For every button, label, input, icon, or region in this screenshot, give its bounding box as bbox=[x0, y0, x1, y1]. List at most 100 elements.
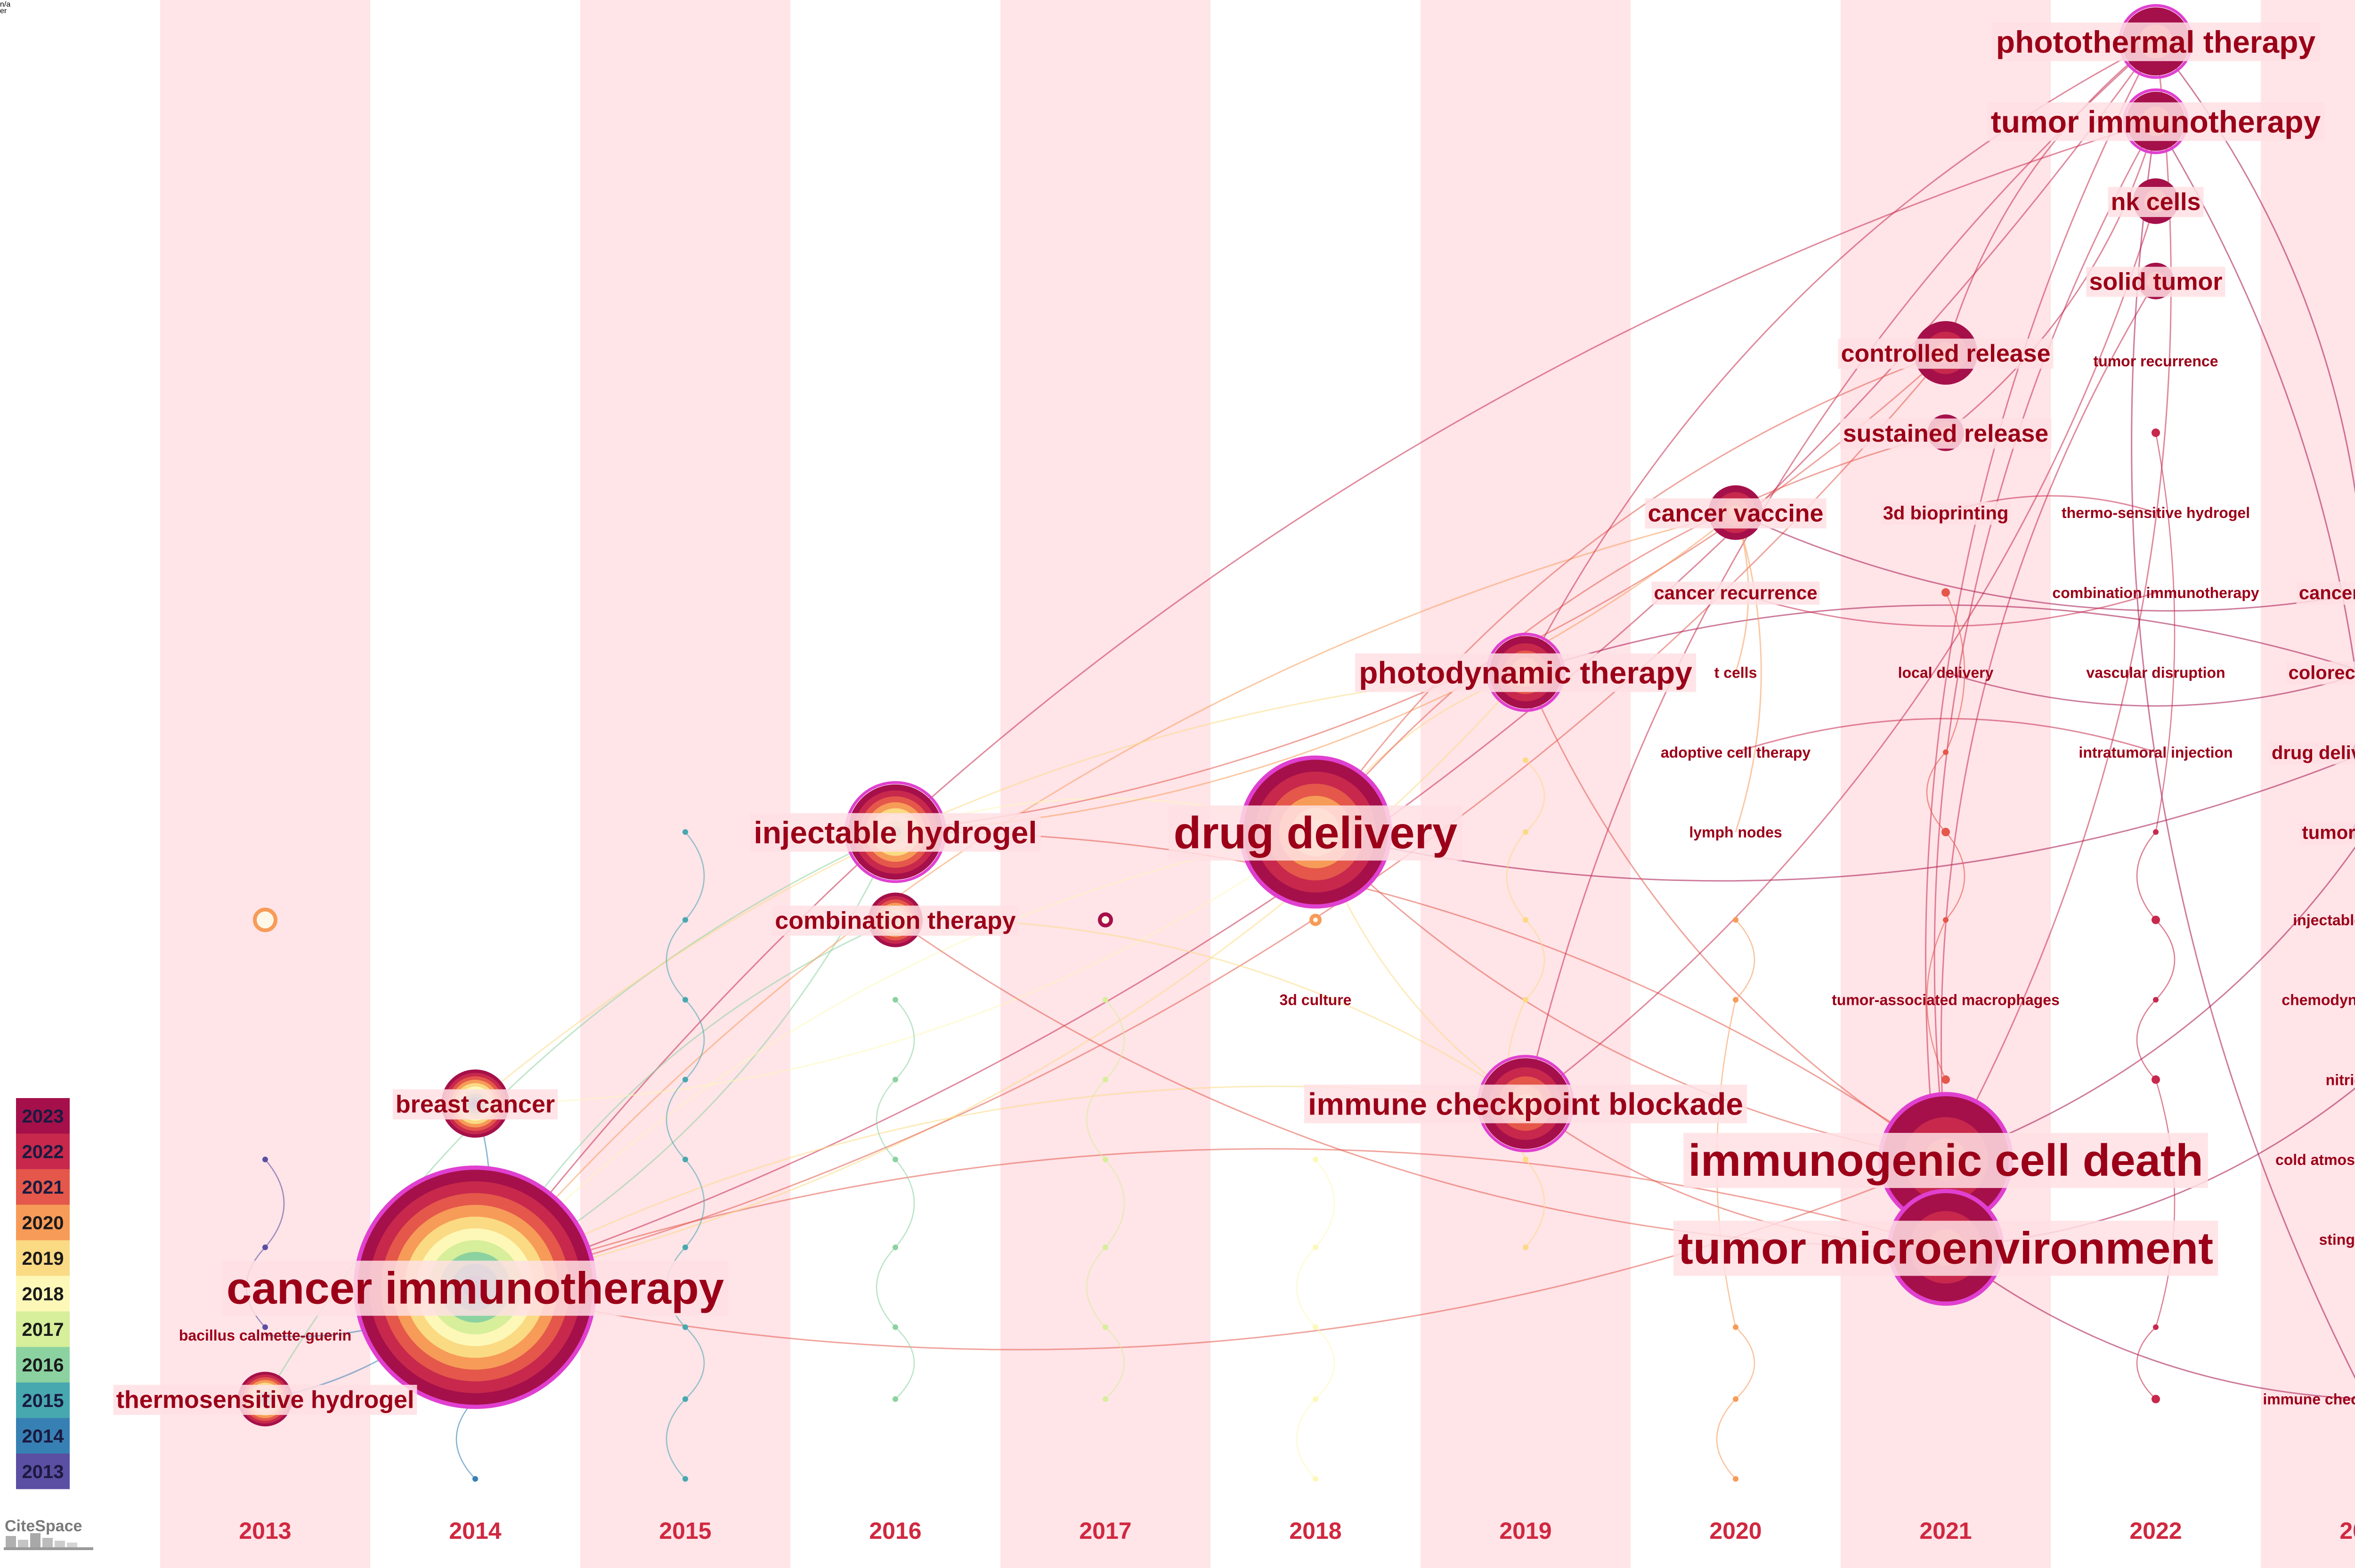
legend-year: 2019 bbox=[22, 1248, 64, 1269]
label-vascular-disruption[interactable]: vascular disruption bbox=[2086, 664, 2225, 681]
label-photodynamic-therapy[interactable]: photodynamic therapy bbox=[1355, 653, 1697, 692]
minor-link-2020-1 bbox=[1735, 919, 1755, 1001]
minor-link-2020-4 bbox=[1716, 1398, 1736, 1479]
label-tumor-associated-macrophages[interactable]: tumor-associated macrophages bbox=[1832, 992, 2060, 1009]
year-band-layer bbox=[160, 0, 2355, 1568]
keyword-label: tumor microenvironment bbox=[1678, 1223, 2213, 1274]
label-combination-therapy[interactable]: combination therapy bbox=[772, 905, 1019, 936]
link-local-delivery-colorectal-cancer bbox=[1945, 671, 2355, 707]
minor-node-2013-2[interactable] bbox=[262, 1324, 268, 1330]
label-solid-tumor[interactable]: solid tumor bbox=[2086, 267, 2225, 297]
label-immunogenic-cell-death[interactable]: immunogenic cell death bbox=[1683, 1132, 2208, 1188]
keyword-label: chemodynamic therapy bbox=[2282, 992, 2355, 1009]
keyword-label: tumor-associated macrophages bbox=[1832, 992, 2060, 1009]
minor-node-2022-6[interactable] bbox=[2152, 1395, 2160, 1404]
minor-link-2016-1 bbox=[895, 999, 915, 1080]
label-thermo-sensitive-hydrogel[interactable]: thermo-sensitive hydrogel bbox=[2062, 504, 2250, 521]
label-drug-delivery-system[interactable]: drug delivery system bbox=[2269, 741, 2355, 765]
keyword-label: cancer vaccine bbox=[1648, 500, 1824, 527]
minor-link-2022-1 bbox=[2155, 432, 2176, 832]
label-injectable-hydrogels[interactable]: injectable hydrogels bbox=[2293, 912, 2355, 929]
minor-link-2015-2 bbox=[666, 919, 686, 1001]
label-drug-delivery[interactable]: drug delivery bbox=[1169, 805, 1462, 861]
label-lymph-nodes[interactable]: lymph nodes bbox=[1689, 824, 1782, 841]
keyword-label: immune checkpoint inhibitor bbox=[2263, 1391, 2355, 1408]
label-immune-checkpoint-blockade[interactable]: immune checkpoint blockade bbox=[1304, 1084, 1747, 1123]
legend-year: 2013 bbox=[22, 1462, 64, 1482]
label-chemodynamic-therapy[interactable]: chemodynamic therapy bbox=[2282, 992, 2355, 1009]
minor-link-2015-4 bbox=[666, 1079, 686, 1160]
minor-node-2018-4[interactable] bbox=[1313, 1476, 1318, 1482]
minor-node-2021-4[interactable] bbox=[1941, 1075, 1950, 1084]
ring-node-0[interactable] bbox=[253, 907, 277, 932]
minor-link-2016-3 bbox=[895, 1159, 915, 1248]
label-combination-immunotherapy[interactable]: combination immunotherapy bbox=[2052, 584, 2259, 601]
minor-link-2015-1 bbox=[685, 832, 705, 921]
label-background bbox=[1169, 805, 1462, 861]
label-cancer-therapy[interactable]: cancer therapy bbox=[2296, 582, 2355, 605]
minor-link-2015-3 bbox=[685, 999, 705, 1080]
link-cancer-immunotherapy-photothermal-therapy bbox=[475, 41, 2157, 1288]
keyword-label: 3d culture bbox=[1280, 992, 1352, 1009]
year-band-2015 bbox=[580, 0, 790, 1568]
label-photothermal-therapy[interactable]: photothermal therapy bbox=[1992, 22, 2320, 61]
label-cold-atmospheric-plasma[interactable]: cold atmospheric plasma bbox=[2275, 1151, 2355, 1168]
year-label-2016: 2016 bbox=[869, 1518, 921, 1544]
label-immune-checkpoint-inhibitor[interactable]: immune checkpoint inhibitor bbox=[2263, 1391, 2355, 1408]
keyword-label: combination therapy bbox=[775, 907, 1015, 934]
minor-node-2015-8[interactable] bbox=[682, 1476, 688, 1482]
label-nk-cells[interactable]: nk cells bbox=[2108, 186, 2204, 217]
keyword-label: sting agonist bbox=[2319, 1231, 2355, 1248]
label-sting-agonist[interactable]: sting agonist bbox=[2319, 1231, 2355, 1248]
legend-swatch bbox=[16, 1276, 70, 1311]
minor-link-2021-4 bbox=[1926, 920, 1947, 1080]
label-3d-culture[interactable]: 3d culture bbox=[1280, 992, 1352, 1009]
label-tumor-immunotherapy[interactable]: tumor immunotherapy bbox=[1987, 102, 2325, 141]
keyword-label: cancer therapy bbox=[2299, 583, 2355, 604]
legend-item-2019: 2019 bbox=[16, 1240, 70, 1276]
label-tumor-microenvironment[interactable]: tumor microenvironment bbox=[1673, 1220, 2218, 1276]
minor-node-2016-5[interactable] bbox=[893, 1396, 898, 1402]
label-colorectal-cancer[interactable]: colorectal cancer bbox=[2286, 661, 2355, 685]
minor-node-2020-4[interactable] bbox=[1733, 1476, 1738, 1482]
minor-node-2019-5[interactable] bbox=[1523, 1244, 1528, 1250]
keyword-label: nk cells bbox=[2111, 188, 2201, 216]
keyword-labels: cancer immunotherapy breast cancer thermos… bbox=[113, 22, 2355, 1415]
label-breast-cancer[interactable]: breast cancer bbox=[392, 1089, 558, 1120]
year-label-2020: 2020 bbox=[1709, 1518, 1762, 1544]
label-thermosensitive-hydrogel[interactable]: thermosensitive hydrogel bbox=[113, 1384, 417, 1415]
minor-link-2020-3 bbox=[1735, 1326, 1755, 1400]
minor-link-2014-2 bbox=[455, 1398, 476, 1479]
label-background bbox=[1651, 582, 1820, 605]
label-background bbox=[1355, 653, 1697, 692]
link-tumor-microenvironment-photothermal-therapy bbox=[1925, 41, 2157, 1248]
ring-node-1[interactable] bbox=[1098, 912, 1113, 928]
label-local-delivery[interactable]: local delivery bbox=[1898, 664, 1994, 681]
minor-node-2017-5[interactable] bbox=[1103, 1396, 1108, 1402]
minor-link-2017-3 bbox=[1105, 1159, 1125, 1248]
link-tumor-microenvironment-immune-checkpoint-inhibitor bbox=[1945, 1246, 2355, 1399]
label-intratumoral-injection[interactable]: intratumoral injection bbox=[2079, 744, 2233, 761]
label-injectable-hydrogel[interactable]: injectable hydrogel bbox=[750, 813, 1041, 852]
label-adoptive-cell-therapy[interactable]: adoptive cell therapy bbox=[1661, 744, 1811, 761]
keyword-label: cold atmospheric plasma bbox=[2275, 1151, 2355, 1168]
year-axis: 2013 2014 2015 2016 2017 2018 2019 2020 2021 2022… bbox=[239, 1518, 2355, 1544]
minor-node-2014-2[interactable] bbox=[472, 1476, 478, 1482]
label-3d-bioprinting[interactable]: 3d bioprinting bbox=[1880, 501, 2011, 525]
label-cancer-vaccine[interactable]: cancer vaccine bbox=[1645, 498, 1827, 529]
label-controlled-release[interactable]: controlled release bbox=[1838, 339, 2054, 369]
label-bacillus-calmette-guerin[interactable]: bacillus calmette-guerin bbox=[179, 1327, 351, 1344]
label-t-cells[interactable]: t cells bbox=[1714, 664, 1757, 681]
label-cancer-immunotherapy[interactable]: cancer immunotherapy bbox=[221, 1261, 729, 1316]
link-immunogenic-cell-death-photothermal-therapy bbox=[1945, 41, 2172, 1160]
label-tumor-recurrence[interactable]: tumor recurrence bbox=[2094, 353, 2218, 370]
ring-node-2[interactable] bbox=[1309, 913, 1322, 926]
legend-year: 2020 bbox=[22, 1212, 64, 1233]
label-cancer-recurrence[interactable]: cancer recurrence bbox=[1651, 582, 1820, 605]
keyword-label: cancer immunotherapy bbox=[227, 1263, 724, 1313]
label-sustained-release[interactable]: sustained release bbox=[1840, 418, 2052, 449]
label-background bbox=[2296, 582, 2355, 605]
label-tumor-vaccine[interactable]: tumor vaccine bbox=[2299, 821, 2355, 844]
